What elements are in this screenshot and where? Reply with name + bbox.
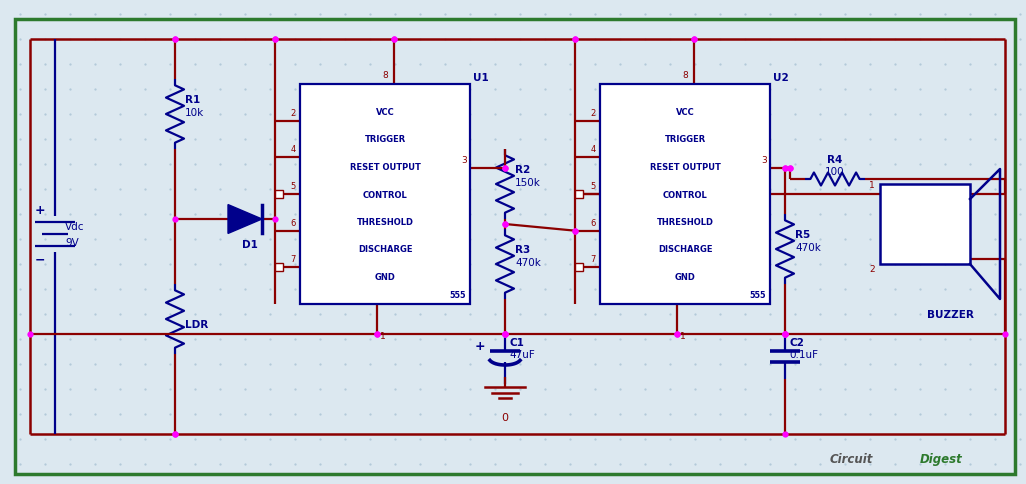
Text: VCC: VCC	[676, 108, 695, 117]
Text: 470k: 470k	[515, 257, 541, 268]
Text: C1: C1	[509, 337, 524, 348]
Bar	[600, 85, 770, 304]
Bar	[300, 85, 470, 304]
Text: −: −	[35, 253, 45, 266]
Text: 9V: 9V	[65, 238, 79, 247]
Text: 7: 7	[290, 255, 295, 264]
Text: Vdc: Vdc	[65, 222, 84, 231]
Text: 470k: 470k	[795, 242, 821, 253]
Text: 6: 6	[290, 218, 295, 227]
Text: R3: R3	[515, 244, 530, 255]
Text: 2: 2	[290, 108, 295, 118]
Text: Circuit: Circuit	[830, 453, 873, 466]
Text: 150k: 150k	[515, 178, 541, 188]
Text: 100: 100	[825, 166, 844, 177]
Text: C2: C2	[789, 337, 804, 348]
Text: VCC: VCC	[376, 108, 394, 117]
Bar	[275, 191, 283, 198]
Text: 10k: 10k	[185, 108, 204, 118]
Text: R5: R5	[795, 229, 811, 240]
Text: D1: D1	[242, 240, 258, 249]
Text: 6: 6	[591, 218, 596, 227]
Text: 555: 555	[750, 290, 766, 300]
Text: 2: 2	[869, 265, 875, 274]
Bar	[880, 184, 970, 264]
Text: RESET OUTPUT: RESET OUTPUT	[350, 163, 421, 172]
Text: GND: GND	[674, 272, 696, 281]
Text: THRESHOLD: THRESHOLD	[356, 217, 413, 227]
Text: 0.1uF: 0.1uF	[789, 349, 818, 359]
Text: RESET OUTPUT: RESET OUTPUT	[649, 163, 720, 172]
Text: U1: U1	[473, 73, 488, 83]
Text: THRESHOLD: THRESHOLD	[657, 217, 713, 227]
Text: 1: 1	[869, 180, 875, 189]
Text: 8: 8	[682, 71, 688, 80]
Text: U2: U2	[773, 73, 789, 83]
Text: CONTROL: CONTROL	[362, 190, 407, 199]
Text: 5: 5	[290, 182, 295, 191]
Text: R1: R1	[185, 95, 200, 105]
Text: 4: 4	[290, 145, 295, 154]
Text: TRIGGER: TRIGGER	[665, 135, 706, 144]
Text: 3: 3	[462, 155, 467, 164]
Text: DISCHARGE: DISCHARGE	[358, 245, 412, 254]
Text: 3: 3	[761, 155, 767, 164]
Text: DISCHARGE: DISCHARGE	[658, 245, 712, 254]
Text: 7: 7	[591, 255, 596, 264]
Text: 1: 1	[380, 332, 385, 340]
Text: 555: 555	[449, 290, 466, 300]
Polygon shape	[228, 205, 262, 234]
Text: TRIGGER: TRIGGER	[364, 135, 405, 144]
Text: +: +	[475, 340, 485, 353]
Bar	[275, 264, 283, 272]
Text: 0: 0	[502, 412, 509, 422]
Text: CONTROL: CONTROL	[663, 190, 707, 199]
Text: Digest: Digest	[920, 453, 962, 466]
Text: R4: R4	[827, 155, 842, 165]
Text: +: +	[35, 203, 45, 216]
Bar	[575, 264, 583, 272]
Text: LDR: LDR	[185, 319, 208, 329]
Text: 4: 4	[591, 145, 596, 154]
Text: 1: 1	[679, 332, 685, 340]
Text: GND: GND	[374, 272, 395, 281]
Text: 5: 5	[591, 182, 596, 191]
Bar	[575, 191, 583, 198]
Text: R2: R2	[515, 165, 530, 175]
Text: 47uF: 47uF	[509, 349, 535, 359]
Text: BUZZER: BUZZER	[926, 309, 974, 319]
Text: 8: 8	[383, 71, 389, 80]
Text: 2: 2	[591, 108, 596, 118]
